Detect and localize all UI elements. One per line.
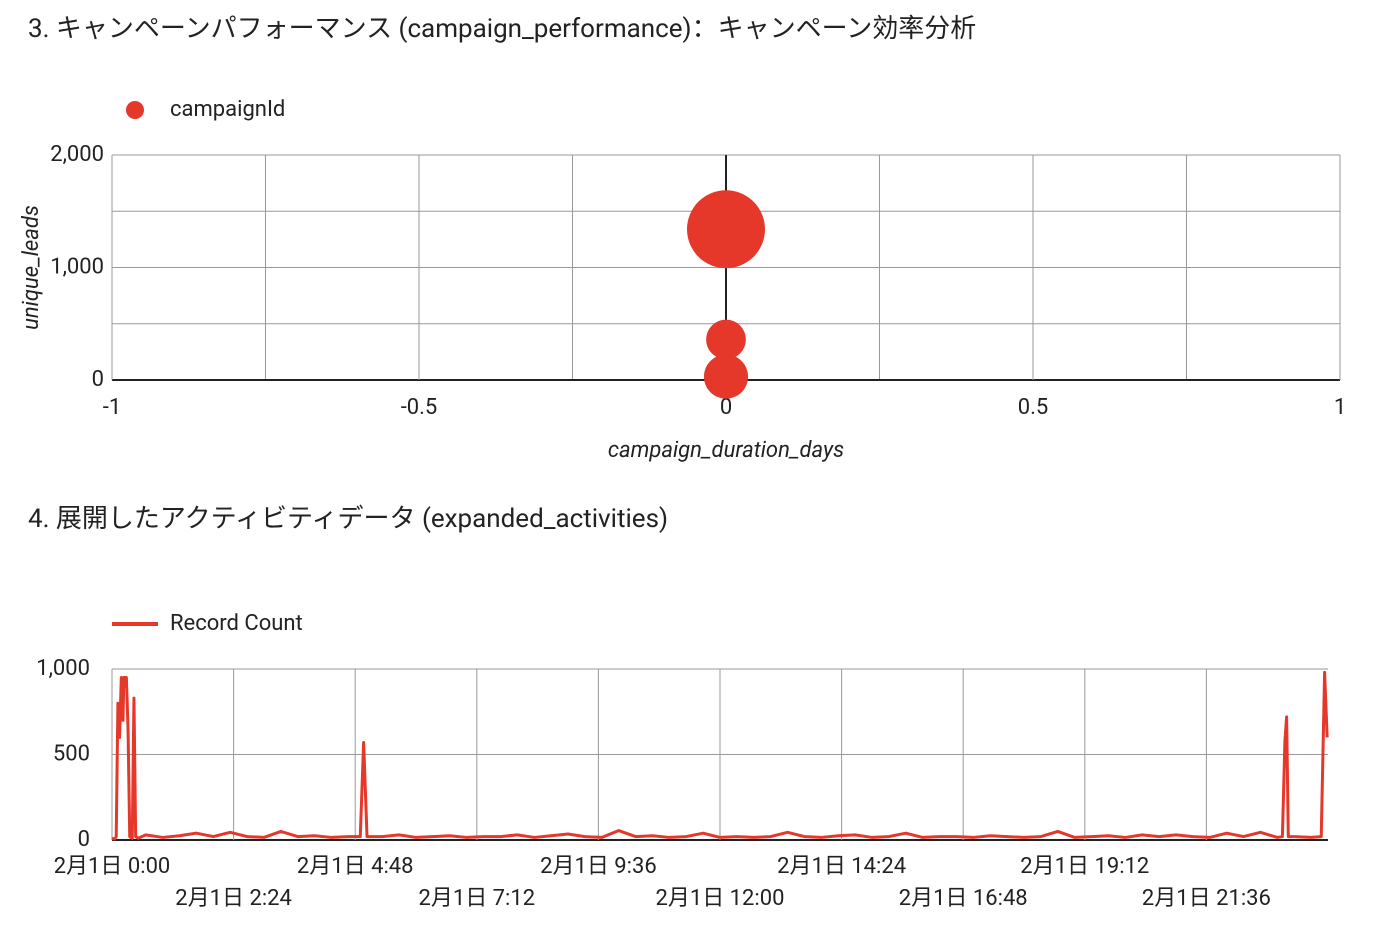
- x-axis-title: campaign_duration_days: [608, 438, 844, 463]
- y-axis-title: unique_leads: [19, 205, 44, 330]
- legend-label: campaignId: [170, 97, 285, 122]
- chart-title: 3. キャンペーンパフォーマンス (campaign_performance)：…: [28, 14, 976, 44]
- y-tick-label: 1,000: [50, 254, 104, 279]
- legend-label: Record Count: [170, 611, 303, 636]
- x-tick-label: -1: [103, 395, 121, 420]
- y-tick-label: 0: [92, 367, 104, 392]
- chart-title: 4. 展開したアクティビティデータ (expanded_activities): [28, 504, 668, 534]
- x-tick-label: 2月1日 2:24: [175, 886, 292, 911]
- x-tick-label: 2月1日 9:36: [540, 854, 657, 879]
- x-tick-label: 2月1日 16:48: [899, 886, 1028, 911]
- x-tick-label: 2月1日 12:00: [656, 886, 785, 911]
- x-tick-label: 2月1日 4:48: [297, 854, 414, 879]
- x-tick-label: 2月1日 19:12: [1020, 854, 1149, 879]
- line: [111, 670, 1329, 841]
- y-tick-label: 0: [78, 827, 90, 852]
- x-tick-label: 2月1日 0:00: [54, 854, 171, 879]
- bubble: [687, 190, 765, 269]
- y-tick-label: 1,000: [36, 656, 90, 681]
- y-tick-label: 2,000: [50, 142, 104, 167]
- bubble: [703, 354, 749, 399]
- bubble: [706, 319, 746, 360]
- x-tick-label: -0.5: [401, 395, 438, 420]
- x-tick-label: 1: [1334, 395, 1346, 420]
- x-tick-label: 2月1日 7:12: [418, 886, 535, 911]
- x-tick-label: 2月1日 14:24: [777, 854, 906, 879]
- x-tick-label: 0.5: [1018, 395, 1049, 420]
- x-tick-label: 0: [720, 395, 732, 420]
- y-tick-label: 500: [53, 741, 90, 766]
- legend-marker: [126, 101, 144, 119]
- x-tick-label: 2月1日 21:36: [1142, 886, 1271, 911]
